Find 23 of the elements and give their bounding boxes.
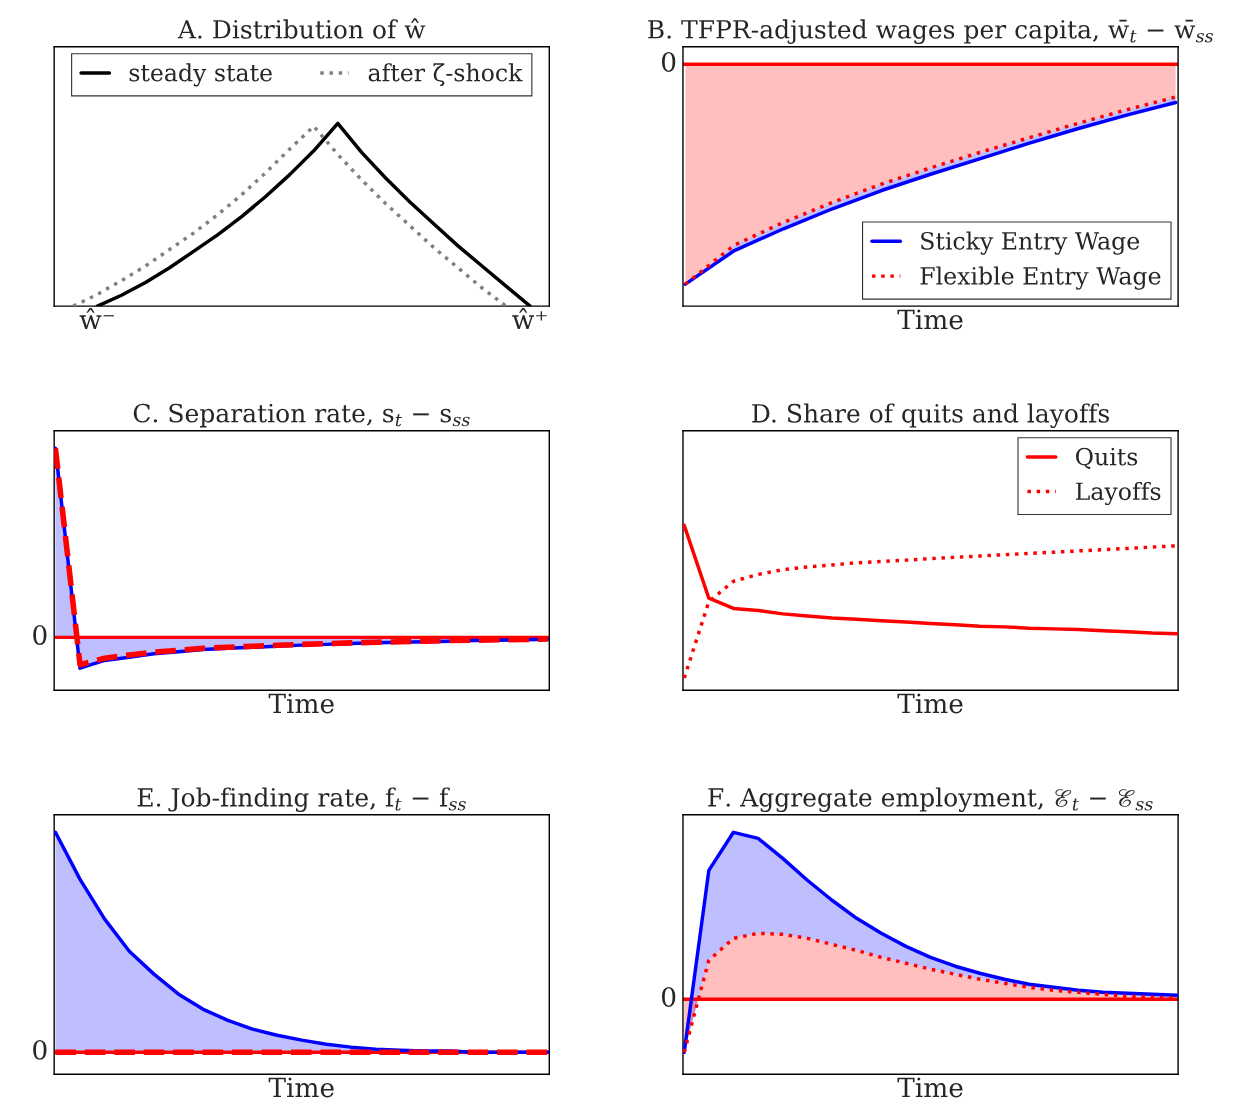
x-axis-title: Time	[268, 1077, 334, 1098]
ref-line-label: 0	[661, 51, 676, 72]
chart-title: D. Share of quits and layoffs	[752, 403, 1109, 428]
legend-label: Quits	[1075, 447, 1138, 469]
legend-label: Layoffs	[1075, 481, 1161, 506]
x-axis-title: Time	[897, 693, 963, 714]
chart-title: B. TFPR-adjusted wages per capita, w̄$_{t}$ − w̄$_{ss}$	[648, 19, 1214, 44]
ref-line-label: 0	[661, 986, 676, 1007]
chart-title: C. Separation rate, s$_{t}$ − s$_{ss}$	[133, 403, 470, 428]
chart-title: A. Distribution of ŵ	[177, 18, 426, 39]
chart-title: F. Aggregate employment, ℰ$_{t}$ − ℰ$_{ss}$	[708, 787, 1153, 812]
x-axis-title: Time	[897, 1077, 963, 1098]
legend-label: Flexible Entry Wage	[920, 266, 1161, 290]
chart-title: E. Job-finding rate, f$_{t}$ − f$_{ss}$	[137, 787, 466, 812]
x-axis-title: Time	[268, 693, 334, 714]
legend-label: after ζ-shock	[368, 63, 523, 87]
legend-label: steady state	[129, 63, 272, 87]
legend-label: Sticky Entry Wage	[921, 231, 1140, 255]
x-axis-title: Time	[897, 309, 963, 330]
ref-line-label: 0	[33, 625, 47, 646]
x-tick-label: ŵ⁺	[512, 307, 547, 329]
ref-line-label: 0	[33, 1039, 47, 1060]
x-tick-label: ŵ⁻	[79, 307, 114, 329]
